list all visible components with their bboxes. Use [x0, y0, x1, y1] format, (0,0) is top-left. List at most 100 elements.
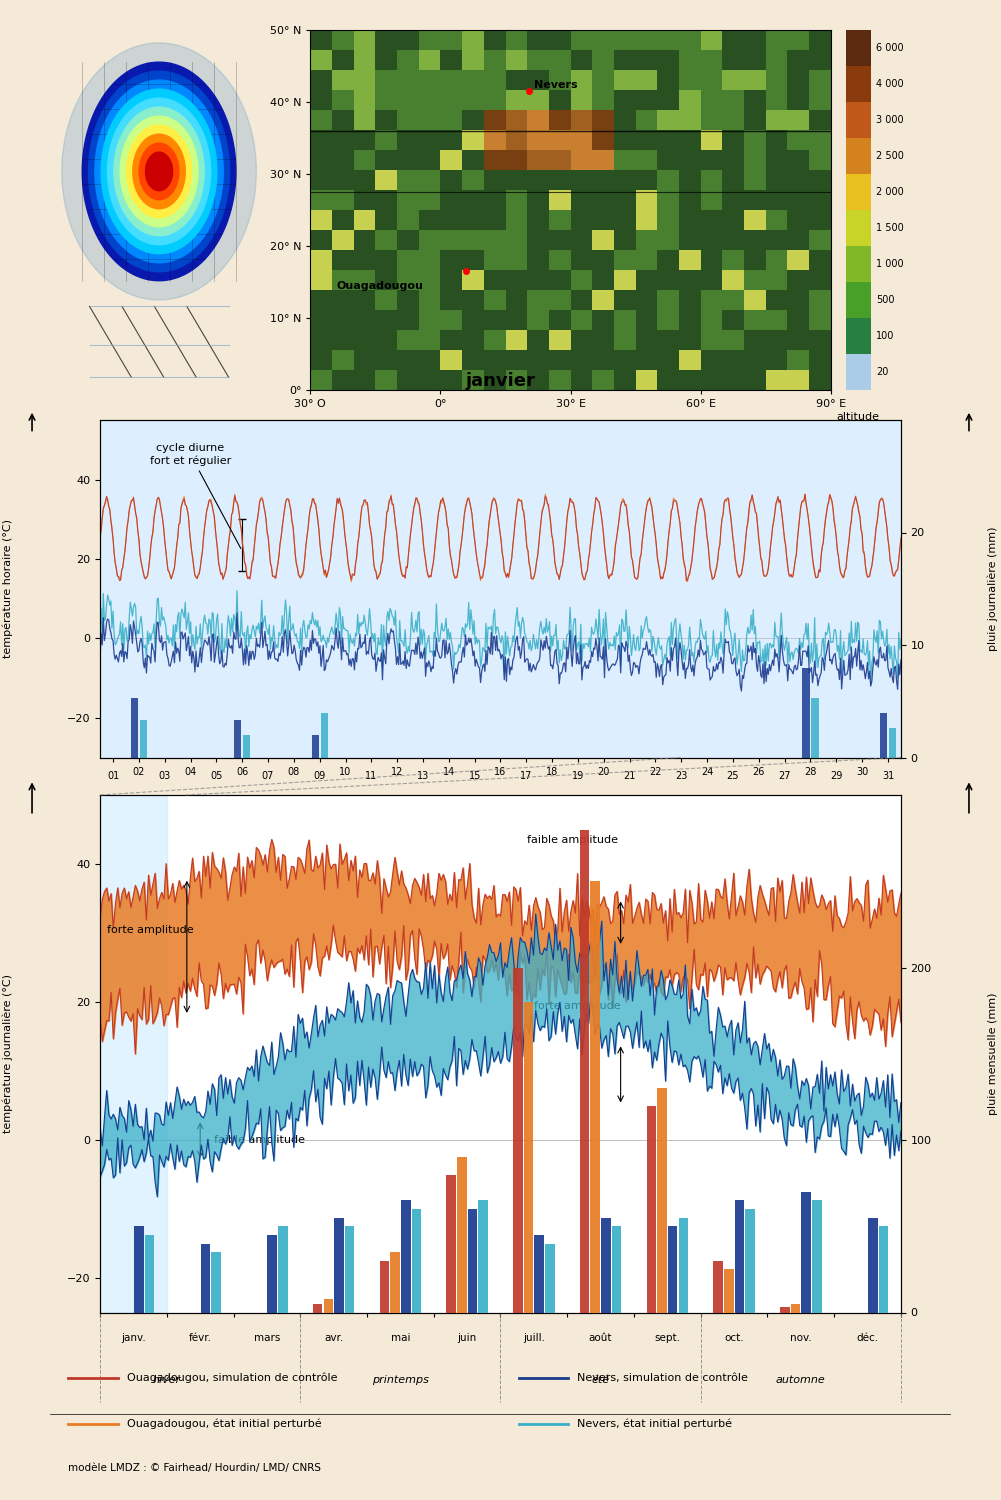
Bar: [614, 370, 636, 390]
Text: 21: 21: [624, 771, 636, 782]
Bar: [846, 246, 871, 282]
Bar: [440, 70, 462, 90]
Bar: [462, 70, 483, 90]
Bar: [679, 1218, 688, 1312]
Bar: [593, 170, 614, 190]
Bar: [788, 370, 809, 390]
Bar: [506, 251, 528, 270]
Bar: [723, 210, 744, 230]
Bar: [524, 1002, 534, 1312]
Bar: [313, 1304, 322, 1312]
Bar: [549, 110, 571, 130]
Bar: [528, 50, 549, 70]
Bar: [397, 270, 418, 290]
Bar: [332, 130, 353, 150]
Bar: [658, 50, 679, 70]
Bar: [418, 270, 440, 290]
Bar: [809, 370, 831, 390]
Bar: [809, 350, 831, 370]
Bar: [418, 330, 440, 350]
Bar: [375, 290, 397, 310]
Text: 3 000: 3 000: [876, 116, 904, 124]
Bar: [243, 735, 250, 758]
Bar: [353, 370, 375, 390]
Bar: [571, 310, 593, 330]
Bar: [788, 210, 809, 230]
Polygon shape: [145, 152, 172, 190]
Text: forte amplitude: forte amplitude: [534, 1000, 621, 1011]
Bar: [332, 190, 353, 210]
Bar: [310, 330, 332, 350]
Bar: [636, 310, 658, 330]
Bar: [701, 110, 723, 130]
Text: 07: 07: [262, 771, 274, 782]
Bar: [614, 251, 636, 270]
Bar: [397, 230, 418, 251]
Bar: [506, 170, 528, 190]
Bar: [744, 310, 766, 330]
Bar: [571, 330, 593, 350]
Bar: [462, 370, 483, 390]
Bar: [310, 150, 332, 170]
Bar: [506, 50, 528, 70]
Bar: [353, 270, 375, 290]
Bar: [701, 270, 723, 290]
Bar: [379, 1260, 389, 1312]
Text: 15: 15: [468, 771, 480, 782]
Bar: [679, 330, 701, 350]
Bar: [766, 30, 788, 50]
Bar: [846, 318, 871, 354]
Bar: [766, 350, 788, 370]
Bar: [528, 130, 549, 150]
Bar: [375, 230, 397, 251]
Bar: [528, 170, 549, 190]
Bar: [658, 70, 679, 90]
Bar: [636, 270, 658, 290]
Bar: [701, 290, 723, 310]
Bar: [353, 330, 375, 350]
Bar: [549, 350, 571, 370]
Bar: [846, 282, 871, 318]
Bar: [462, 230, 483, 251]
Bar: [549, 150, 571, 170]
Bar: [506, 210, 528, 230]
Bar: [809, 70, 831, 90]
Bar: [744, 30, 766, 50]
Bar: [345, 1227, 354, 1312]
Bar: [375, 310, 397, 330]
Bar: [658, 310, 679, 330]
Bar: [593, 90, 614, 110]
Bar: [311, 735, 318, 758]
Bar: [440, 230, 462, 251]
Bar: [440, 90, 462, 110]
Bar: [591, 882, 600, 1312]
Bar: [788, 310, 809, 330]
Bar: [332, 150, 353, 170]
Bar: [134, 1227, 143, 1312]
Text: Nevers: Nevers: [535, 80, 578, 90]
Bar: [812, 698, 819, 758]
Bar: [397, 90, 418, 110]
Bar: [571, 90, 593, 110]
Bar: [701, 50, 723, 70]
Text: pluie mensuelle (mm): pluie mensuelle (mm): [988, 993, 998, 1114]
Bar: [353, 230, 375, 251]
Bar: [440, 270, 462, 290]
Bar: [375, 90, 397, 110]
Bar: [614, 270, 636, 290]
Bar: [636, 130, 658, 150]
Bar: [723, 330, 744, 350]
Bar: [418, 230, 440, 251]
Bar: [462, 130, 483, 150]
Bar: [658, 150, 679, 170]
Bar: [571, 370, 593, 390]
Bar: [528, 251, 549, 270]
Bar: [701, 150, 723, 170]
Bar: [614, 170, 636, 190]
Text: 29: 29: [830, 771, 843, 782]
Bar: [744, 150, 766, 170]
Polygon shape: [101, 88, 217, 254]
Bar: [723, 90, 744, 110]
Bar: [658, 370, 679, 390]
Text: nov.: nov.: [790, 1334, 812, 1342]
